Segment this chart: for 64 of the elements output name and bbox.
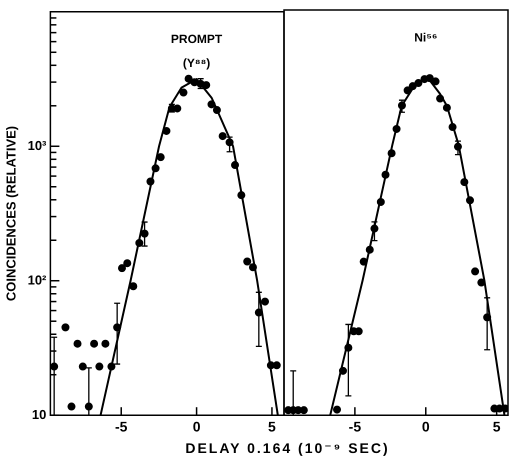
point <box>404 86 412 94</box>
point <box>398 102 406 110</box>
point <box>179 88 188 97</box>
point <box>135 238 144 247</box>
point <box>477 278 486 287</box>
point <box>78 362 87 371</box>
point <box>237 191 246 200</box>
point <box>388 149 396 158</box>
point <box>95 362 104 371</box>
point <box>152 164 160 172</box>
point <box>333 406 342 414</box>
point <box>460 178 468 186</box>
x-tick-label: 0 <box>192 418 201 434</box>
point <box>448 123 457 132</box>
point <box>376 198 385 206</box>
point <box>208 100 216 108</box>
point <box>162 126 170 135</box>
point <box>360 258 368 266</box>
point <box>248 263 257 272</box>
point <box>146 178 154 186</box>
point <box>261 298 270 306</box>
x-tick-label: -5 <box>115 418 128 434</box>
annotation: PROMPT <box>170 32 223 46</box>
x-axis-title: DELAY 0.164 (10⁻⁹ SEC) <box>184 440 391 457</box>
y-tick-label: 10² <box>28 272 48 288</box>
point <box>212 106 221 114</box>
point <box>118 264 126 272</box>
x-tick-label: 5 <box>492 418 501 434</box>
point <box>432 77 440 86</box>
y-tick-label: 10 <box>32 406 46 422</box>
point <box>243 258 252 266</box>
point <box>218 132 227 140</box>
point <box>184 74 193 83</box>
point <box>338 366 347 375</box>
point <box>414 79 422 88</box>
point <box>123 259 132 268</box>
annotation: (Y⁸⁸) <box>182 56 210 70</box>
point <box>156 153 165 162</box>
point <box>382 170 390 179</box>
point <box>101 340 110 348</box>
point <box>366 246 374 254</box>
x-tick-label: 0 <box>422 418 430 434</box>
point <box>426 74 434 82</box>
point <box>501 404 508 413</box>
point <box>442 104 451 112</box>
point <box>129 282 138 290</box>
point <box>466 196 474 204</box>
point <box>231 161 240 170</box>
annotation: Ni⁵⁶ <box>414 30 438 44</box>
y-axis-title: COINCIDENCES (RELATIVE) <box>3 126 18 302</box>
point <box>61 323 70 332</box>
x-tick-label: -5 <box>348 418 362 434</box>
point <box>107 362 116 371</box>
point <box>392 124 401 133</box>
point <box>90 340 98 348</box>
point <box>67 402 76 411</box>
y-tick-label: 10³ <box>28 138 48 153</box>
point <box>408 82 417 90</box>
point <box>436 94 444 103</box>
point <box>190 78 198 86</box>
point <box>74 340 82 348</box>
point <box>272 361 281 370</box>
x-tick-label: 5 <box>268 418 276 434</box>
point <box>471 267 480 276</box>
